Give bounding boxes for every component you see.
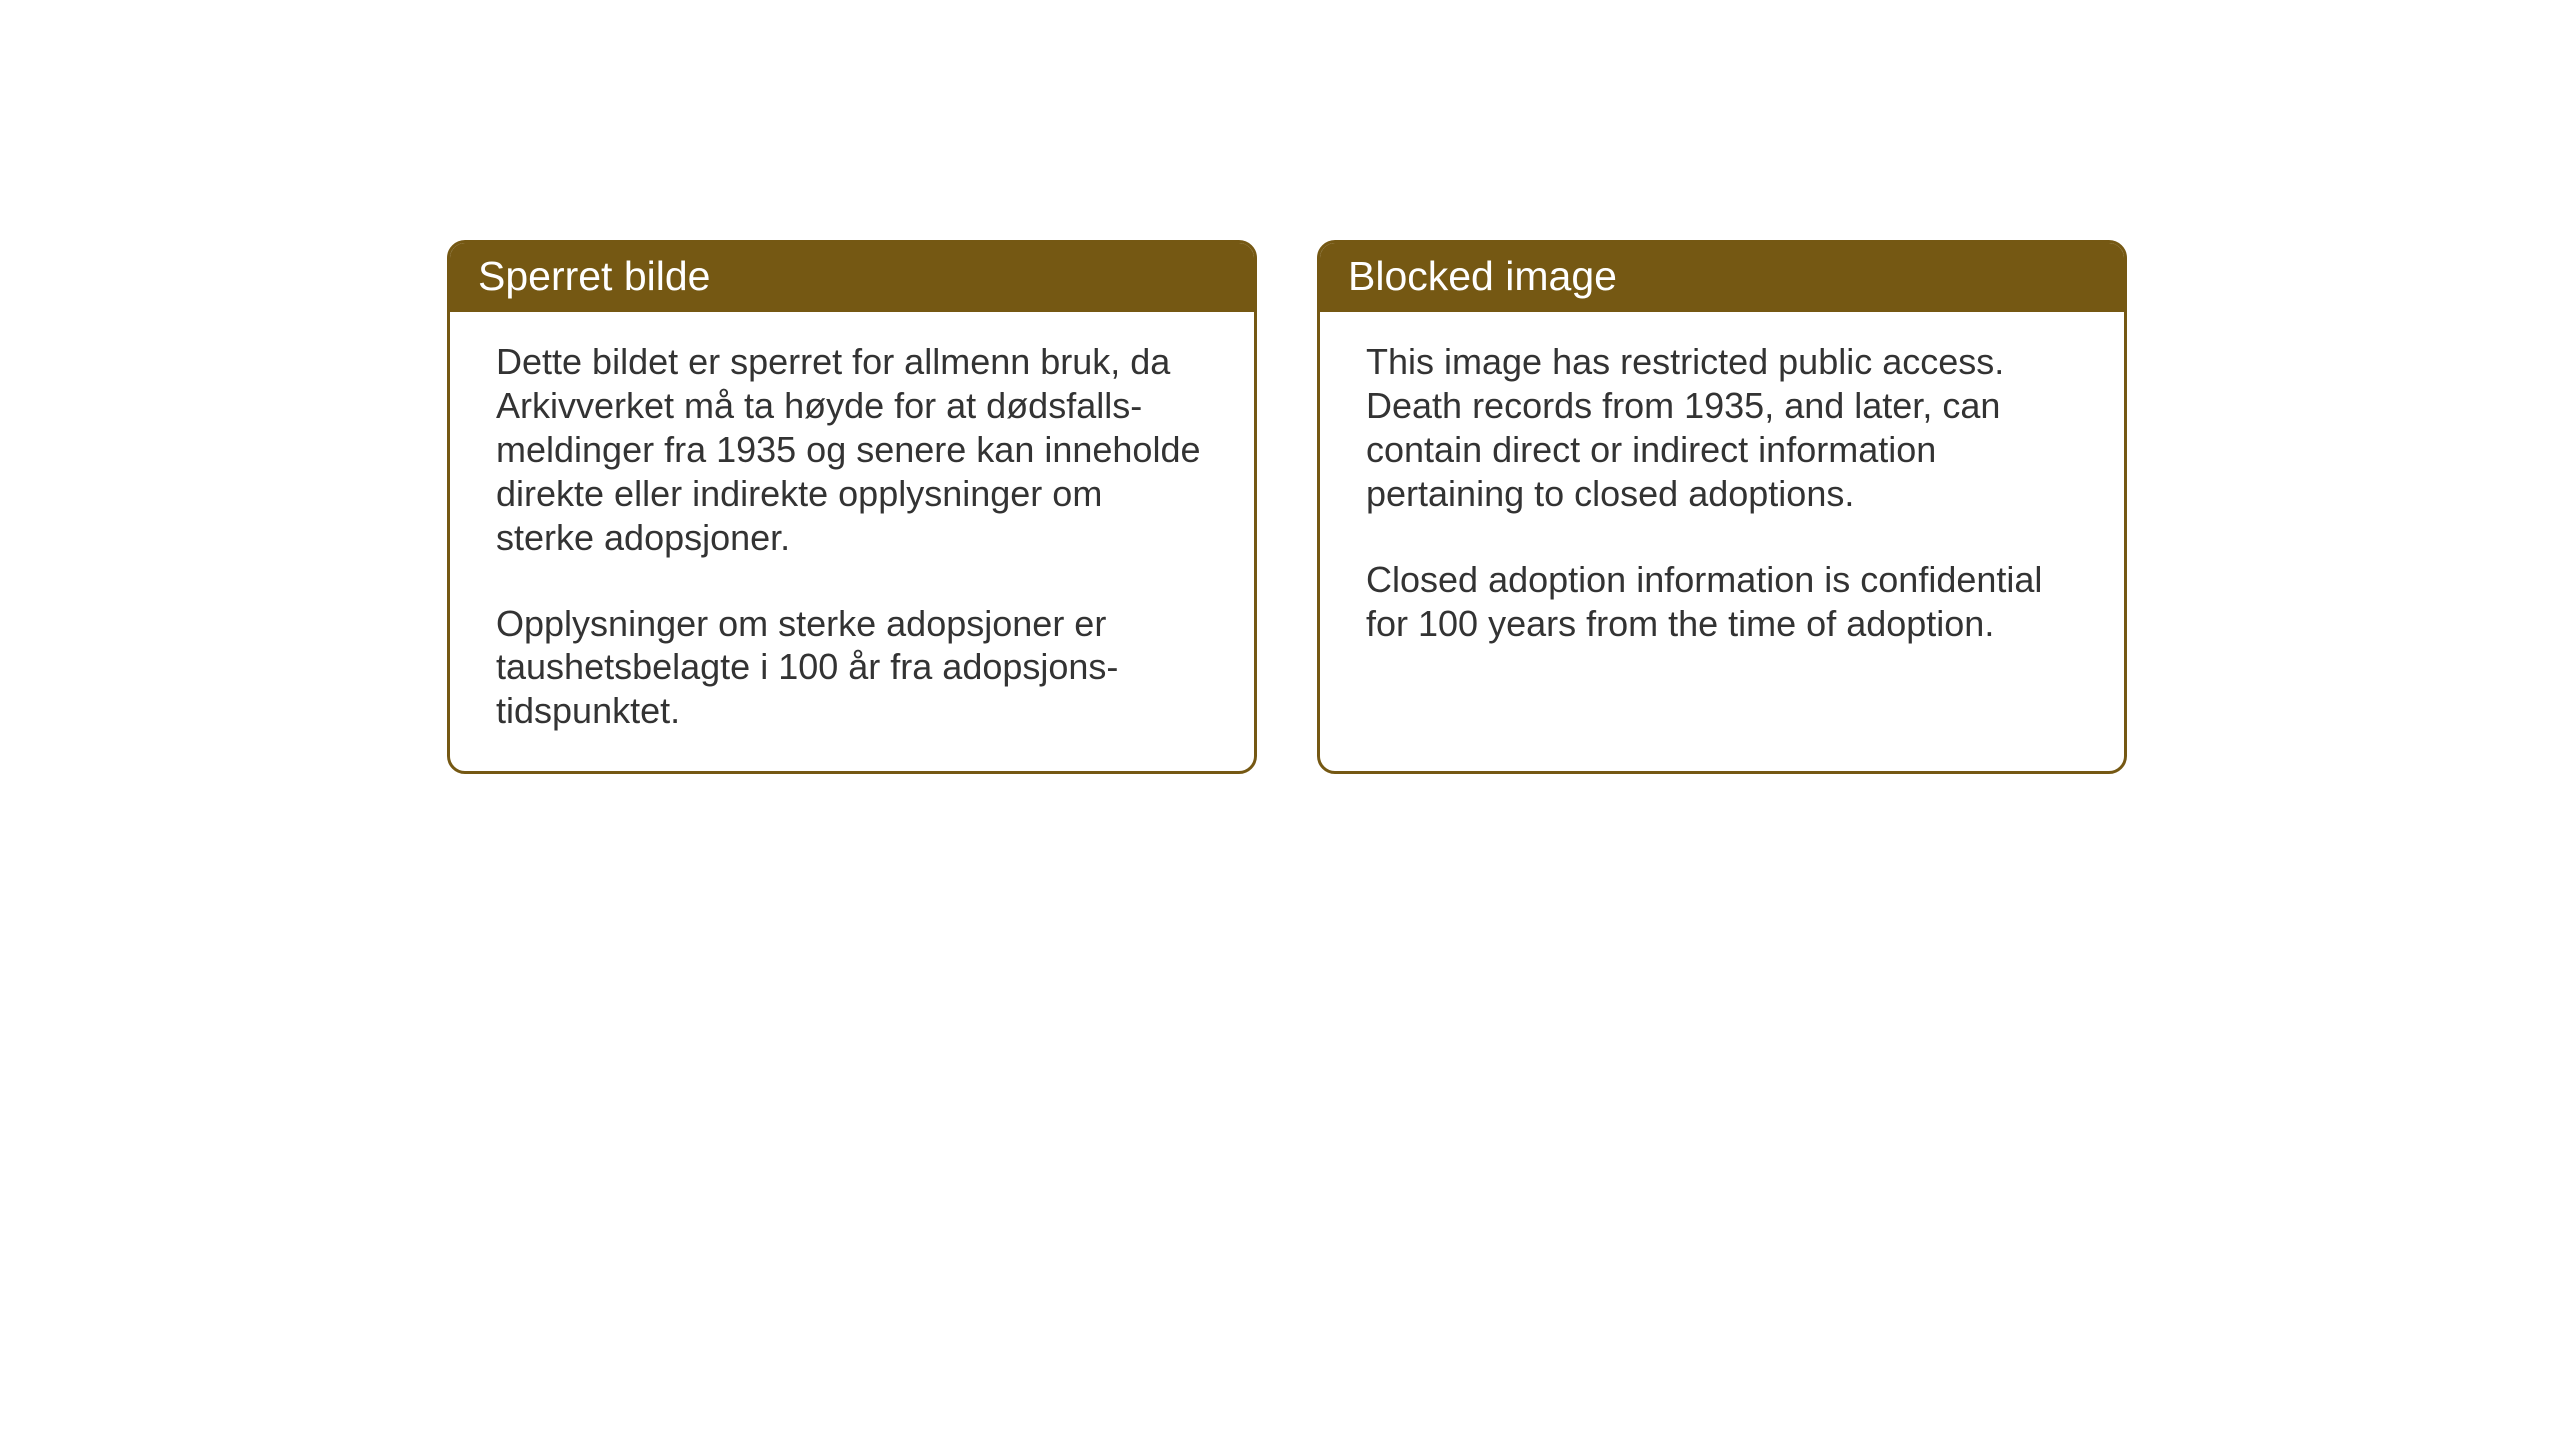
cards-container: Sperret bilde Dette bildet er sperret fo… <box>0 0 2560 774</box>
card-english-body: This image has restricted public access.… <box>1320 312 2124 683</box>
card-norwegian-body: Dette bildet er sperret for allmenn bruk… <box>450 312 1254 771</box>
card-norwegian-paragraph-2: Opplysninger om sterke adopsjoner er tau… <box>496 602 1208 734</box>
card-english-paragraph-1: This image has restricted public access.… <box>1366 340 2078 516</box>
card-norwegian-paragraph-1: Dette bildet er sperret for allmenn bruk… <box>496 340 1208 560</box>
card-english-title: Blocked image <box>1348 253 1617 299</box>
card-english-paragraph-2: Closed adoption information is confident… <box>1366 558 2078 646</box>
card-english: Blocked image This image has restricted … <box>1317 240 2127 774</box>
card-norwegian: Sperret bilde Dette bildet er sperret fo… <box>447 240 1257 774</box>
card-english-header: Blocked image <box>1320 243 2124 312</box>
card-norwegian-title: Sperret bilde <box>478 253 710 299</box>
card-norwegian-header: Sperret bilde <box>450 243 1254 312</box>
